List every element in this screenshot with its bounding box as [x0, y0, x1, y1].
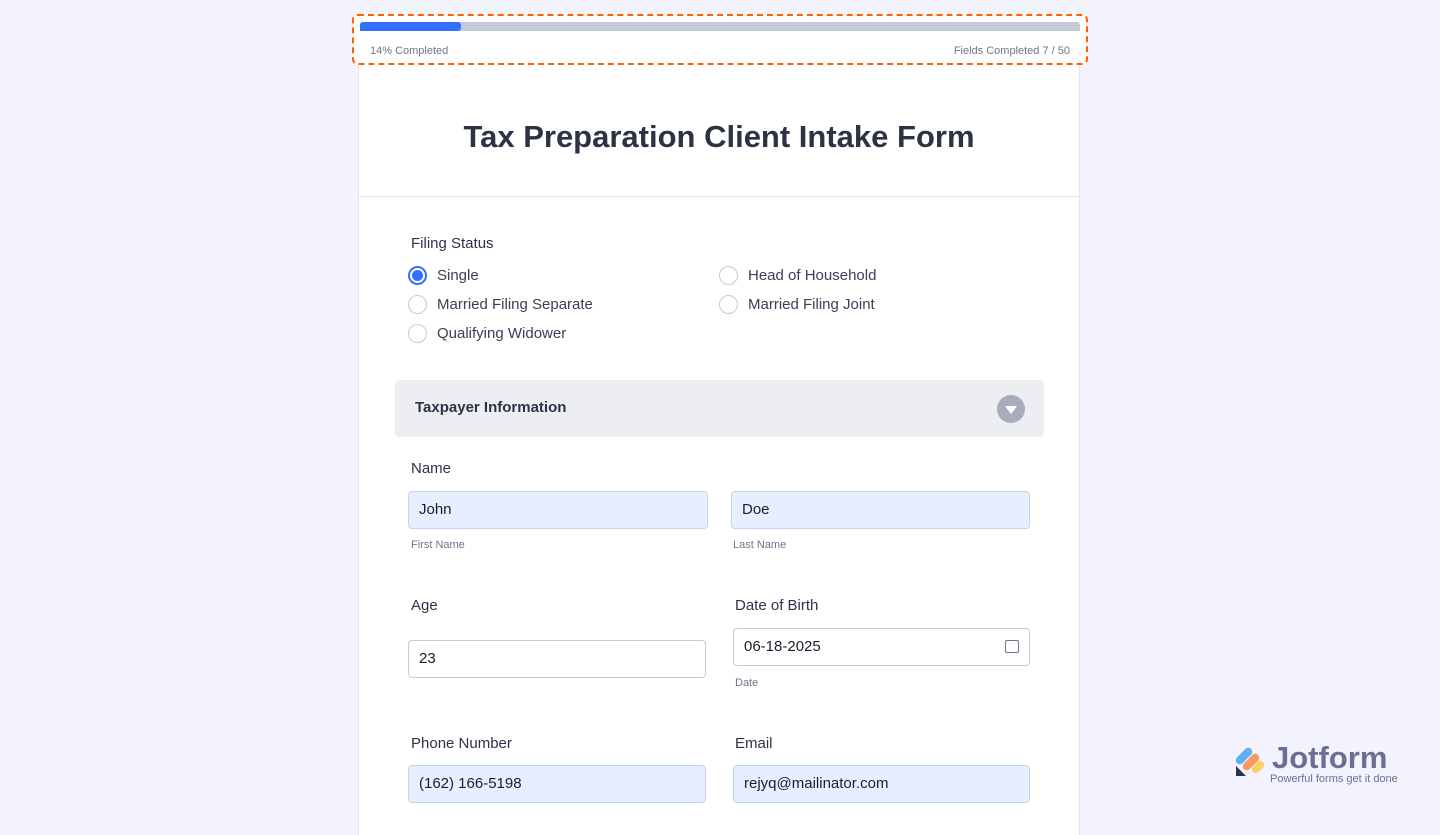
dob-label: Date of Birth — [735, 597, 819, 614]
jotform-logo-icon — [1235, 747, 1265, 776]
chevron-down-icon[interactable] — [997, 395, 1025, 423]
radio-label: Married Filing Joint — [748, 296, 875, 313]
radio-label: Single — [437, 267, 479, 284]
radio-qualifying-widower[interactable]: Qualifying Widower — [408, 324, 566, 343]
phone-label: Phone Number — [411, 735, 512, 752]
last-name-sublabel: Last Name — [733, 539, 787, 551]
radio-label: Head of Household — [748, 267, 877, 284]
radio-circle[interactable] — [719, 295, 738, 314]
jotform-logo[interactable]: Jotform Powerful forms get it done — [1234, 740, 1398, 785]
brand-tagline: Powerful forms get it done — [1270, 773, 1398, 785]
radio-single[interactable]: Single — [408, 266, 479, 285]
dob-input[interactable]: 06-18-2025 — [733, 628, 1030, 666]
age-label: Age — [411, 597, 438, 614]
progress-percent: 14% Completed — [370, 45, 449, 57]
calendar-icon[interactable] — [1005, 640, 1019, 653]
name-label: Name — [411, 460, 452, 477]
last-name-input[interactable]: Doe — [731, 491, 1030, 529]
radio-head-of-household[interactable]: Head of Household — [719, 266, 876, 285]
radio-circle[interactable] — [408, 295, 427, 314]
form-title: Tax Preparation Client Intake Form — [358, 66, 1080, 197]
age-input[interactable]: 23 — [408, 640, 706, 678]
first-name-input[interactable]: John — [408, 491, 708, 529]
progress-panel: 14% Completed Fields Completed 7 / 50 — [352, 14, 1088, 65]
radio-married-filing-separate[interactable]: Married Filing Separate — [408, 295, 593, 314]
radio-circle[interactable] — [408, 266, 427, 285]
filing-status-label: Filing Status — [411, 235, 494, 252]
brand-name: Jotform — [1272, 740, 1388, 775]
email-label: Email — [735, 735, 773, 752]
first-name-sublabel: First Name — [411, 539, 465, 551]
radio-circle[interactable] — [408, 324, 427, 343]
radio-married-filing-joint[interactable]: Married Filing Joint — [719, 295, 875, 314]
email-input[interactable]: rejyq@mailinator.com — [733, 765, 1030, 803]
progress-fill — [360, 22, 461, 31]
radio-label: Married Filing Separate — [437, 296, 593, 313]
fields-completed: Fields Completed 7 / 50 — [953, 45, 1070, 57]
phone-input[interactable]: (162) 166-5198 — [408, 765, 706, 803]
radio-circle[interactable] — [719, 266, 738, 285]
section-taxpayer-information[interactable]: Taxpayer Information — [395, 380, 1044, 437]
radio-label: Qualifying Widower — [437, 325, 567, 342]
dob-value: 06-18-2025 — [744, 638, 821, 655]
progress-bar — [360, 22, 1080, 31]
section-title: Taxpayer Information — [415, 399, 567, 416]
dob-sublabel: Date — [735, 677, 759, 689]
